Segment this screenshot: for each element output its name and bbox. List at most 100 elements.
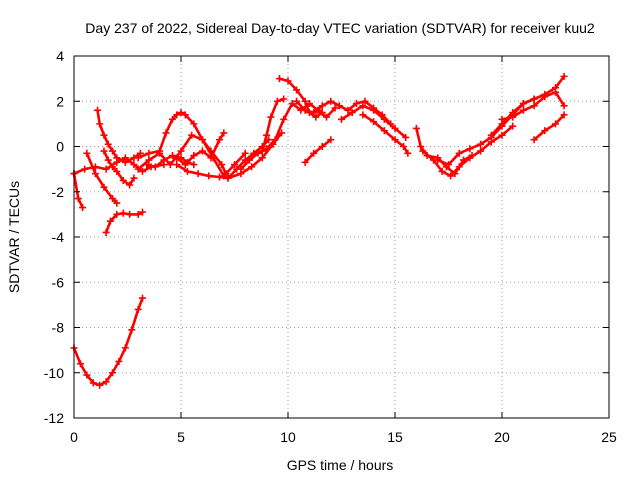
data-point xyxy=(310,109,318,117)
data-point xyxy=(335,102,343,110)
data-point xyxy=(115,357,123,365)
data-point xyxy=(109,147,117,155)
data-point xyxy=(273,97,281,105)
data-point xyxy=(126,181,134,189)
data-point xyxy=(143,161,151,169)
data-point xyxy=(168,152,176,160)
data-point xyxy=(455,163,463,171)
data-point xyxy=(318,102,326,110)
data-point xyxy=(145,156,153,164)
data-point xyxy=(218,161,226,169)
y-tick-labels: -12 -10 -8 -6 -4 -2 0 2 4 xyxy=(44,48,64,426)
data-point xyxy=(181,111,189,119)
y-tick-label: -12 xyxy=(44,410,64,426)
y-tick-label: -8 xyxy=(52,320,65,336)
x-tick-label: 0 xyxy=(70,429,78,445)
data-point xyxy=(83,371,91,379)
data-point xyxy=(216,136,224,144)
data-point xyxy=(541,127,549,135)
data-point xyxy=(338,115,345,123)
data-point xyxy=(487,131,495,139)
data-point xyxy=(402,133,410,141)
data-point xyxy=(301,158,309,166)
data-point xyxy=(552,88,559,96)
data-point xyxy=(359,102,367,110)
data-point xyxy=(104,140,112,148)
data-point xyxy=(113,154,121,162)
data-point xyxy=(254,149,262,157)
data-point xyxy=(100,183,108,191)
data-point xyxy=(312,113,320,121)
data-point xyxy=(121,158,129,166)
y-tick-label: 0 xyxy=(56,139,64,155)
data-point xyxy=(216,173,224,181)
data-point xyxy=(177,147,185,155)
data-point xyxy=(352,100,360,108)
data-point xyxy=(89,379,97,387)
data-point xyxy=(412,124,420,132)
series-line xyxy=(72,296,144,387)
x-tick-labels: 0 5 10 15 20 25 xyxy=(70,429,617,445)
series-arc-e xyxy=(94,106,144,166)
data-point xyxy=(113,167,121,175)
data-point xyxy=(466,154,474,162)
data-point xyxy=(106,217,114,225)
x-tick-label: 20 xyxy=(494,429,510,445)
data-point xyxy=(477,140,485,148)
data-point xyxy=(267,113,275,121)
data-point xyxy=(134,165,142,173)
data-point xyxy=(509,113,517,121)
data-point xyxy=(166,161,174,169)
data-point xyxy=(100,131,108,139)
data-point xyxy=(447,172,455,180)
x-axis-label: GPS time / hours xyxy=(287,457,394,473)
data-point xyxy=(560,72,568,80)
data-point xyxy=(183,167,191,175)
data-point xyxy=(102,165,110,173)
data-point xyxy=(280,95,288,103)
series-line xyxy=(303,138,333,164)
data-point xyxy=(145,149,153,157)
data-point xyxy=(284,77,292,85)
x-tick-label: 25 xyxy=(601,429,617,445)
x-tick-label: 10 xyxy=(280,429,296,445)
series-arc-u xyxy=(419,122,517,180)
data-point xyxy=(248,163,256,171)
data-point xyxy=(138,294,146,302)
data-point xyxy=(417,143,425,150)
data-point xyxy=(370,118,378,126)
data-point xyxy=(113,210,121,218)
data-point xyxy=(109,369,117,377)
data-point xyxy=(188,131,196,139)
data-point xyxy=(466,145,474,153)
data-point xyxy=(310,149,318,157)
data-point xyxy=(237,165,245,173)
data-point xyxy=(177,109,185,117)
series-arc-c xyxy=(83,149,121,207)
data-point xyxy=(81,165,89,173)
data-point xyxy=(271,136,279,144)
data-point xyxy=(344,106,352,114)
data-point xyxy=(380,115,388,123)
data-point xyxy=(519,100,527,108)
data-point xyxy=(109,163,117,171)
data-point xyxy=(560,111,568,119)
data-point xyxy=(96,381,104,389)
data-point xyxy=(83,149,91,157)
data-point xyxy=(130,161,138,169)
series-arc-r xyxy=(359,111,412,157)
data-point xyxy=(138,167,146,175)
data-point xyxy=(391,136,399,144)
data-point xyxy=(102,378,110,386)
series-line xyxy=(239,102,337,171)
y-tick-label: -10 xyxy=(44,365,64,381)
data-point xyxy=(359,111,367,119)
chart-title: Day 237 of 2022, Sidereal Day-to-day VTE… xyxy=(85,20,595,36)
data-point xyxy=(541,93,549,101)
data-point xyxy=(198,147,206,155)
data-point xyxy=(530,136,538,144)
series-arc-parabola xyxy=(70,294,146,389)
data-point xyxy=(205,172,213,180)
data-point xyxy=(113,199,121,207)
